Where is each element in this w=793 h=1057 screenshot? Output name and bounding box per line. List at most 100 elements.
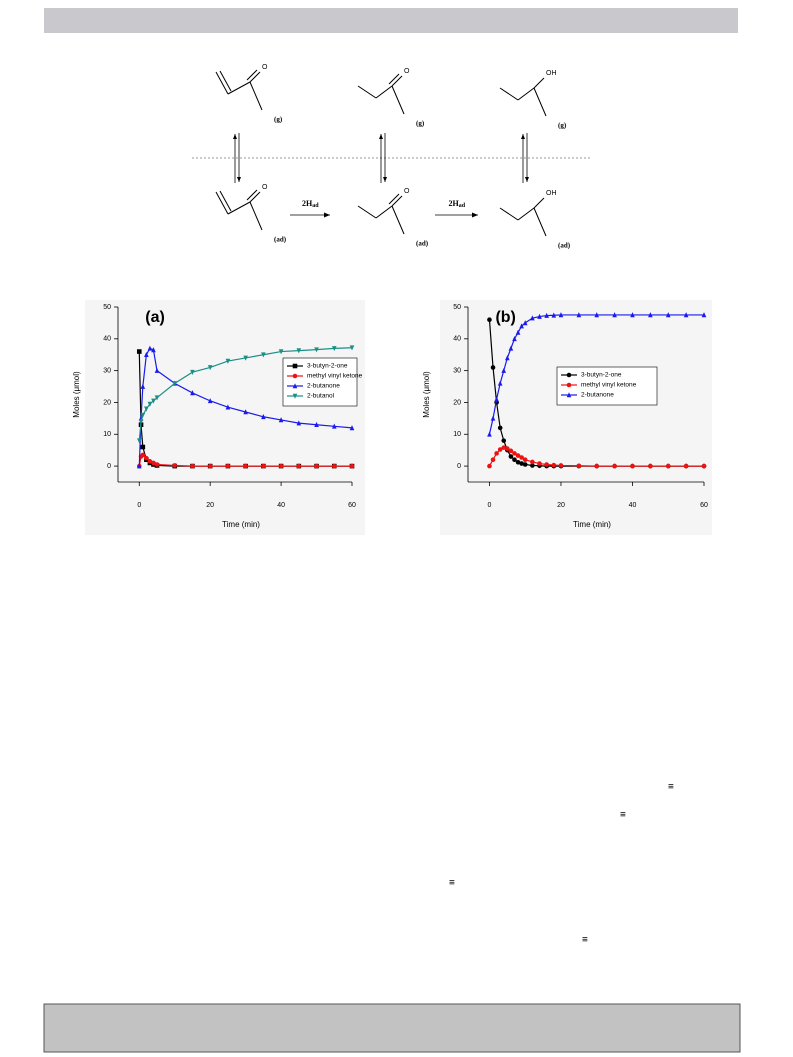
marker xyxy=(261,352,266,358)
marker xyxy=(154,367,160,373)
marker xyxy=(296,348,302,354)
legend-label: methyl vinyl ketone xyxy=(581,382,637,389)
reagent: 2H xyxy=(302,199,313,208)
marker xyxy=(136,438,142,444)
marker xyxy=(522,320,528,326)
marker xyxy=(497,380,503,386)
marker xyxy=(519,323,524,329)
bond xyxy=(249,81,263,111)
x-tick-label: 40 xyxy=(277,502,285,509)
marker xyxy=(225,404,231,410)
x-tick-label: 40 xyxy=(629,502,637,509)
marker xyxy=(630,312,635,318)
bond xyxy=(499,207,519,221)
molecule: O (ad) xyxy=(215,184,287,244)
marker xyxy=(154,395,160,401)
marker xyxy=(494,396,499,402)
marker xyxy=(701,463,707,469)
marker xyxy=(292,363,298,369)
y-tick-label: 0 xyxy=(457,463,461,470)
atom-label: OH xyxy=(546,70,557,77)
atom-label: O xyxy=(404,188,410,195)
marker xyxy=(494,451,499,456)
marker xyxy=(544,462,549,467)
marker xyxy=(530,459,535,465)
marker xyxy=(683,463,689,469)
panel-label: (a) xyxy=(145,309,165,326)
atom-label: O xyxy=(262,184,268,191)
bond xyxy=(246,189,258,201)
bond xyxy=(375,205,393,219)
marker xyxy=(515,329,521,335)
y-tick-label: 50 xyxy=(103,304,111,311)
marker xyxy=(558,463,564,468)
marker xyxy=(154,462,160,467)
marker xyxy=(207,463,213,469)
marker xyxy=(261,463,266,469)
chart: 0 10 20 30 40 50 0 20 40 60 Time (min) Moles (μmol)… xyxy=(422,300,712,535)
reagent-label: 2Had xyxy=(449,199,466,210)
marker xyxy=(207,365,213,371)
y-tick-label: 0 xyxy=(107,463,111,470)
marker xyxy=(594,463,600,469)
marker xyxy=(551,312,557,318)
marker xyxy=(530,463,535,468)
marker xyxy=(665,463,671,469)
y-tick-label: 30 xyxy=(103,367,111,374)
arrow-head xyxy=(472,212,478,218)
legend-label: methyl vinyl ketone xyxy=(307,373,363,380)
phase-label: (g) xyxy=(416,120,425,128)
marker xyxy=(576,312,582,318)
marker xyxy=(140,444,146,450)
marker xyxy=(314,347,319,353)
y-tick-label: 20 xyxy=(103,399,111,406)
reagent: 2H xyxy=(449,199,460,208)
marker xyxy=(278,349,284,355)
panel-background xyxy=(85,300,365,535)
marker xyxy=(243,463,248,469)
atom-label: O xyxy=(404,68,410,75)
marker xyxy=(648,312,653,318)
marker xyxy=(490,415,496,421)
marker xyxy=(612,312,617,318)
marker xyxy=(190,369,195,376)
marker xyxy=(505,446,510,451)
marker xyxy=(278,463,284,469)
marker xyxy=(576,463,582,469)
molecule: OH (ad) xyxy=(499,190,571,250)
marker xyxy=(630,463,635,469)
marker xyxy=(151,398,156,404)
bond xyxy=(533,87,547,117)
text-fragment: ≡ xyxy=(449,878,455,889)
y-axis-title: Moles (μmol) xyxy=(422,371,431,418)
marker xyxy=(172,463,178,468)
marker xyxy=(505,355,510,361)
marker xyxy=(172,381,178,387)
marker xyxy=(490,457,496,463)
bond xyxy=(388,193,400,205)
marker xyxy=(261,413,266,420)
y-tick-label: 40 xyxy=(453,336,461,343)
bond xyxy=(227,81,251,95)
bond xyxy=(391,195,403,207)
marker xyxy=(331,423,337,429)
marker xyxy=(519,461,524,466)
x-tick-label: 0 xyxy=(137,502,141,509)
bond xyxy=(517,207,535,221)
bond xyxy=(533,207,547,237)
marker xyxy=(296,420,302,426)
y-tick-label: 30 xyxy=(453,367,461,374)
bond xyxy=(219,190,232,212)
text-fragment: ≡ xyxy=(582,935,588,946)
marker xyxy=(331,463,337,469)
marker xyxy=(144,455,149,461)
marker xyxy=(544,312,549,318)
phase-label: (ad) xyxy=(558,242,571,250)
marker xyxy=(487,463,492,469)
marker xyxy=(512,451,517,456)
bond xyxy=(391,75,403,87)
bond xyxy=(357,205,377,219)
marker xyxy=(701,312,707,318)
phase-label: (g) xyxy=(274,116,283,124)
marker xyxy=(144,406,149,412)
